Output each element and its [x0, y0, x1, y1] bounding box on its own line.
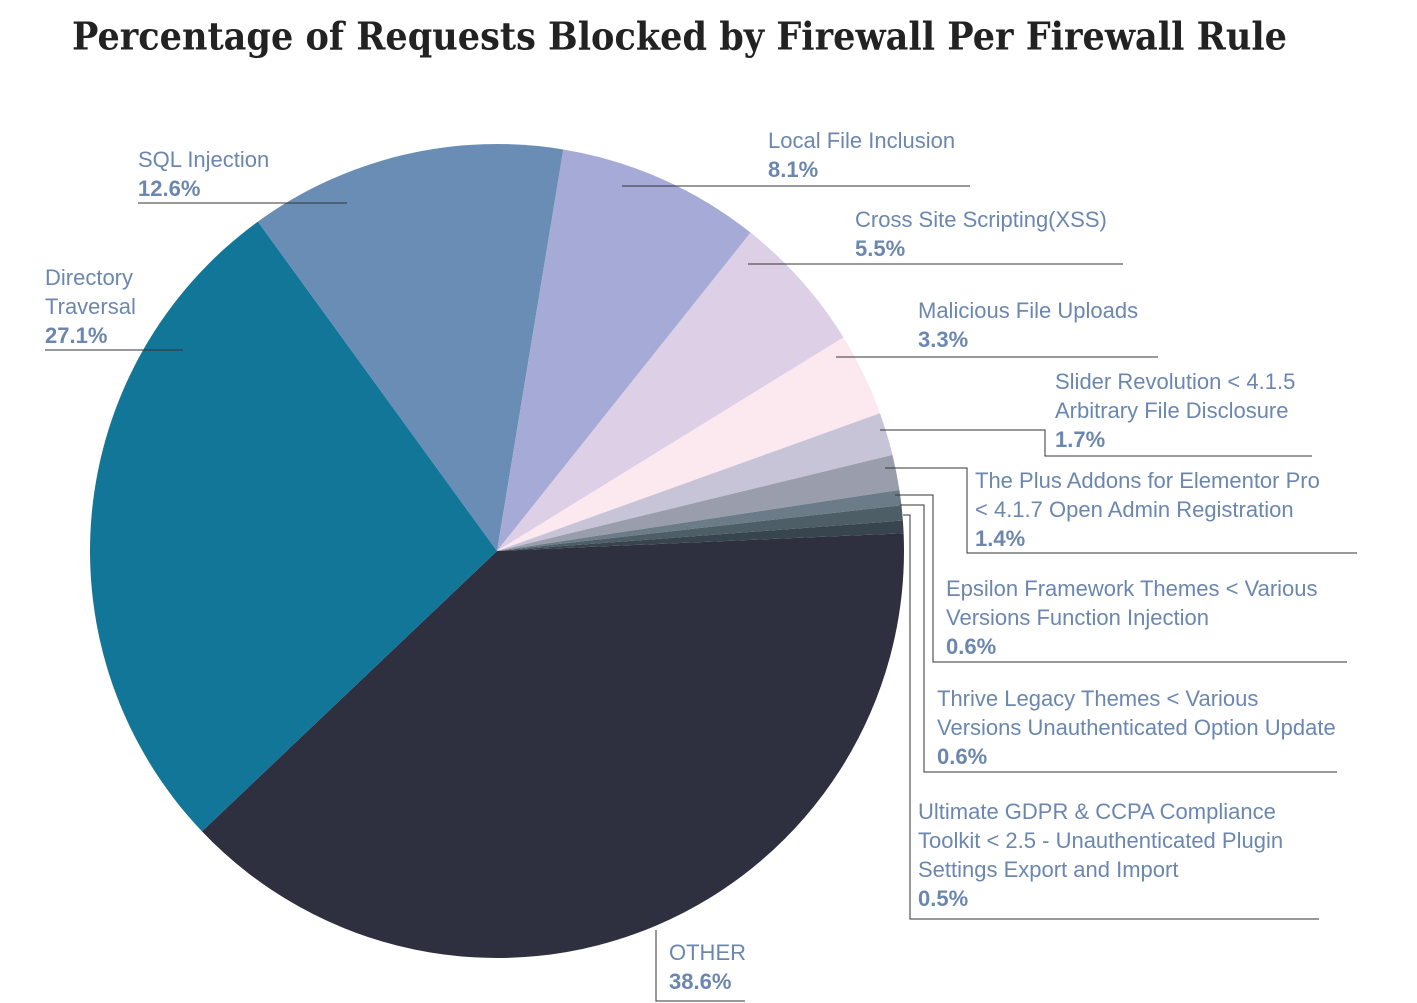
pie-slice — [497, 232, 844, 551]
value-label: 12.6% — [138, 176, 201, 201]
value-label: 0.6% — [937, 744, 988, 769]
pie-slice — [497, 149, 751, 551]
pie-slice — [201, 533, 905, 958]
category-label: Directory Traversal — [45, 265, 136, 319]
category-label: The Plus Addons for Elementor Pro < 4.1.… — [975, 468, 1320, 522]
category-label: Local File Inclusion — [768, 128, 956, 153]
pie-slice — [497, 413, 893, 551]
value-label: 8.1% — [768, 157, 819, 182]
leader-line — [655, 930, 745, 1002]
category-label: Thrive Legacy Themes < Various Versions … — [937, 686, 1336, 740]
pie-slice — [497, 505, 903, 551]
slice-label: SQL Injection 12.6% — [138, 145, 269, 203]
slice-label: Slider Revolution < 4.1.5 Arbitrary File… — [1055, 367, 1295, 454]
pie-slice — [90, 221, 497, 832]
category-label: OTHER — [669, 940, 746, 965]
value-label: 3.3% — [918, 327, 969, 352]
pie-slice — [497, 337, 880, 551]
slice-label: The Plus Addons for Elementor Pro < 4.1.… — [975, 466, 1320, 553]
chart-title: Percentage of Requests Blocked by Firewa… — [72, 14, 1287, 59]
leader-line — [895, 494, 1347, 663]
pie-slice — [497, 454, 900, 551]
pie-slice — [497, 489, 902, 551]
slice-label: Cross Site Scripting(XSS) 5.5% — [855, 205, 1107, 263]
value-label: 1.4% — [975, 526, 1026, 551]
slice-label: Ultimate GDPR & CCPA Compliance Toolkit … — [918, 797, 1283, 913]
value-label: 0.6% — [946, 634, 997, 659]
value-label: 1.7% — [1055, 427, 1106, 452]
slice-label: Epsilon Framework Themes < Various Versi… — [946, 574, 1318, 661]
slice-label: Local File Inclusion 8.1% — [768, 126, 955, 184]
value-label: 0.5% — [918, 886, 969, 911]
leader-line — [900, 504, 1337, 773]
category-label: Slider Revolution < 4.1.5 Arbitrary File… — [1055, 369, 1296, 423]
category-label: Cross Site Scripting(XSS) — [855, 207, 1107, 232]
slice-label: Thrive Legacy Themes < Various Versions … — [937, 684, 1336, 771]
category-label: SQL Injection — [138, 147, 270, 172]
pie-slice — [497, 520, 904, 551]
slice-label: Malicious File Uploads 3.3% — [918, 296, 1138, 354]
value-label: 38.6% — [669, 969, 732, 994]
slice-label: OTHER 38.6% — [669, 938, 746, 996]
leader-line — [885, 467, 1357, 554]
value-label: 5.5% — [855, 236, 906, 261]
slice-label: Directory Traversal 27.1% — [45, 263, 136, 350]
value-label: 27.1% — [45, 323, 108, 348]
category-label: Ultimate GDPR & CCPA Compliance Toolkit … — [918, 799, 1284, 882]
leader-line — [880, 429, 1312, 457]
category-label: Epsilon Framework Themes < Various Versi… — [946, 576, 1318, 630]
category-label: Malicious File Uploads — [918, 298, 1139, 323]
pie-slice — [257, 143, 564, 551]
leader-line — [903, 514, 1319, 920]
